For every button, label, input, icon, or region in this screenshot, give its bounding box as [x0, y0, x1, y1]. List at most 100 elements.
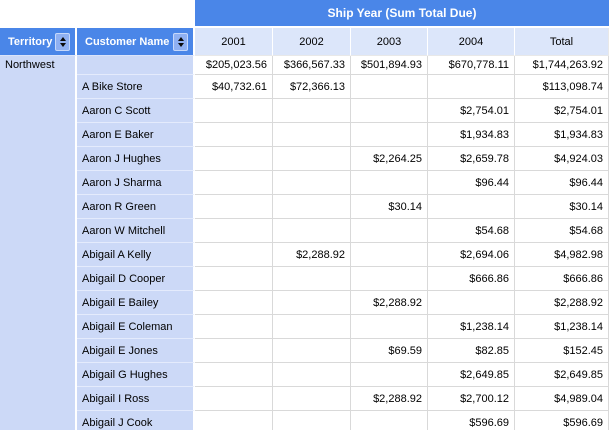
customer-name-cell: Aaron J Hughes — [77, 147, 195, 171]
year-value-cell: $2,700.12 — [428, 387, 515, 411]
year-value-cell: $1,934.83 — [428, 123, 515, 147]
year-value-cell — [428, 291, 515, 315]
column-group-row: Ship Year (Sum Total Due) — [0, 0, 610, 28]
year-value-cell — [195, 195, 273, 219]
customer-name-cell: Abigail D Cooper — [77, 267, 195, 291]
year-value-cell: $2,694.06 — [428, 243, 515, 267]
total-value-cell: $1,934.83 — [515, 123, 610, 147]
year-column-header: 2003 — [351, 28, 428, 56]
total-value-cell: $2,649.85 — [515, 363, 610, 387]
total-value-cell: $54.68 — [515, 219, 610, 243]
year-value-cell — [195, 123, 273, 147]
sort-down-icon — [177, 42, 184, 47]
year-value-cell — [273, 267, 351, 291]
customer-name-cell: Abigail E Coleman — [77, 315, 195, 339]
total-value-cell: $4,982.98 — [515, 243, 610, 267]
customer-row: Abigail E Coleman $1,238.14 $1,238.14 — [0, 315, 610, 339]
year-value-cell — [351, 243, 428, 267]
year-value-cell — [351, 315, 428, 339]
total-value-cell: $2,754.01 — [515, 99, 610, 123]
customer-row: Aaron E Baker $1,934.83 $1,934.83 — [0, 123, 610, 147]
territory-subtotal-row: Northwest $205,023.56 $366,567.33 $501,894.… — [0, 56, 610, 430]
year-value-cell — [273, 291, 351, 315]
sort-up-icon — [177, 36, 184, 41]
year-value-cell: $666.86 — [428, 267, 515, 291]
customer-row: A Bike Store $40,732.61 $72,366.13 $113,098… — [0, 75, 610, 99]
total-value-cell: $1,744,263.92 — [515, 56, 610, 75]
customer-name-cell: Aaron R Green — [77, 195, 195, 219]
customer-name-cell: Abigail J Cook — [77, 411, 195, 430]
year-value-cell — [351, 75, 428, 99]
customer-name-cell: Abigail E Bailey — [77, 291, 195, 315]
customer-name-cell: A Bike Store — [77, 75, 195, 99]
territory-header-label: Territory — [8, 35, 53, 48]
year-value-cell — [351, 219, 428, 243]
customer-name-cell: Aaron E Baker — [77, 123, 195, 147]
year-value-cell: $40,732.61 — [195, 75, 273, 99]
year-value-cell: $2,288.92 — [351, 387, 428, 411]
year-value-cell — [195, 363, 273, 387]
year-value-cell — [195, 387, 273, 411]
sort-down-icon — [59, 42, 66, 47]
total-value-cell: $1,238.14 — [515, 315, 610, 339]
year-value-cell — [273, 147, 351, 171]
year-value-cell: $2,649.85 — [428, 363, 515, 387]
total-value-cell: $4,989.04 — [515, 387, 610, 411]
year-value-cell — [351, 411, 428, 430]
customer-row: Abigail D Cooper $666.86 $666.86 — [0, 267, 610, 291]
year-value-cell — [273, 219, 351, 243]
year-value-cell: $30.14 — [351, 195, 428, 219]
year-value-cell — [351, 99, 428, 123]
customer-name-cell: Abigail G Hughes — [77, 363, 195, 387]
year-value-cell: $2,754.01 — [428, 99, 515, 123]
customer-name-cell: Aaron J Sharma — [77, 171, 195, 195]
year-value-cell: $1,238.14 — [428, 315, 515, 339]
year-value-cell — [351, 267, 428, 291]
customer-row: Abigail J Cook $596.69 $596.69 — [0, 411, 610, 430]
year-column-header: 2004 — [428, 28, 515, 56]
customer-name-cell — [77, 56, 195, 75]
sort-territory-button[interactable] — [55, 32, 70, 51]
customer-row: Abigail I Ross $2,288.92 $2,700.12 $4,989.0… — [0, 387, 610, 411]
year-value-cell — [273, 363, 351, 387]
year-value-cell — [195, 315, 273, 339]
year-value-cell — [195, 219, 273, 243]
year-value-cell — [195, 267, 273, 291]
year-value-cell: $72,366.13 — [273, 75, 351, 99]
year-value-cell — [273, 411, 351, 430]
customer-row: Aaron R Green $30.14 $30.14 — [0, 195, 610, 219]
customer-row: Aaron J Hughes $2,264.25 $2,659.78 $4,924.0… — [0, 147, 610, 171]
year-value-cell: $2,264.25 — [351, 147, 428, 171]
total-column-header: Total — [515, 28, 610, 56]
customer-row: Abigail G Hughes $2,649.85 $2,649.85 — [0, 363, 610, 387]
customer-name-cell: Abigail A Kelly — [77, 243, 195, 267]
territory-column-header: Territory — [0, 28, 77, 56]
year-value-cell: $501,894.93 — [351, 56, 428, 75]
customer-row: Abigail A Kelly $2,288.92 $2,694.06 $4,982.… — [0, 243, 610, 267]
year-value-cell — [428, 75, 515, 99]
customer-row: Aaron W Mitchell $54.68 $54.68 — [0, 219, 610, 243]
year-value-cell: $2,659.78 — [428, 147, 515, 171]
year-value-cell — [195, 99, 273, 123]
sort-customer-name-button[interactable] — [173, 32, 188, 51]
total-value-cell: $596.69 — [515, 411, 610, 430]
year-value-cell — [195, 339, 273, 363]
year-value-cell: $69.59 — [351, 339, 428, 363]
year-value-cell: $54.68 — [428, 219, 515, 243]
year-value-cell — [273, 123, 351, 147]
year-value-cell: $670,778.11 — [428, 56, 515, 75]
year-value-cell: $366,567.33 — [273, 56, 351, 75]
year-value-cell — [195, 147, 273, 171]
total-value-cell: $2,288.92 — [515, 291, 610, 315]
year-value-cell — [351, 123, 428, 147]
customer-row: Aaron C Scott $2,754.01 $2,754.01 — [0, 99, 610, 123]
year-column-header: 2001 — [195, 28, 273, 56]
customer-name-cell: Aaron C Scott — [77, 99, 195, 123]
year-value-cell: $596.69 — [428, 411, 515, 430]
year-value-cell — [195, 411, 273, 430]
year-value-cell — [351, 171, 428, 195]
customer-row: Aaron J Sharma $96.44 $96.44 — [0, 171, 610, 195]
total-value-cell: $30.14 — [515, 195, 610, 219]
year-value-cell — [273, 171, 351, 195]
